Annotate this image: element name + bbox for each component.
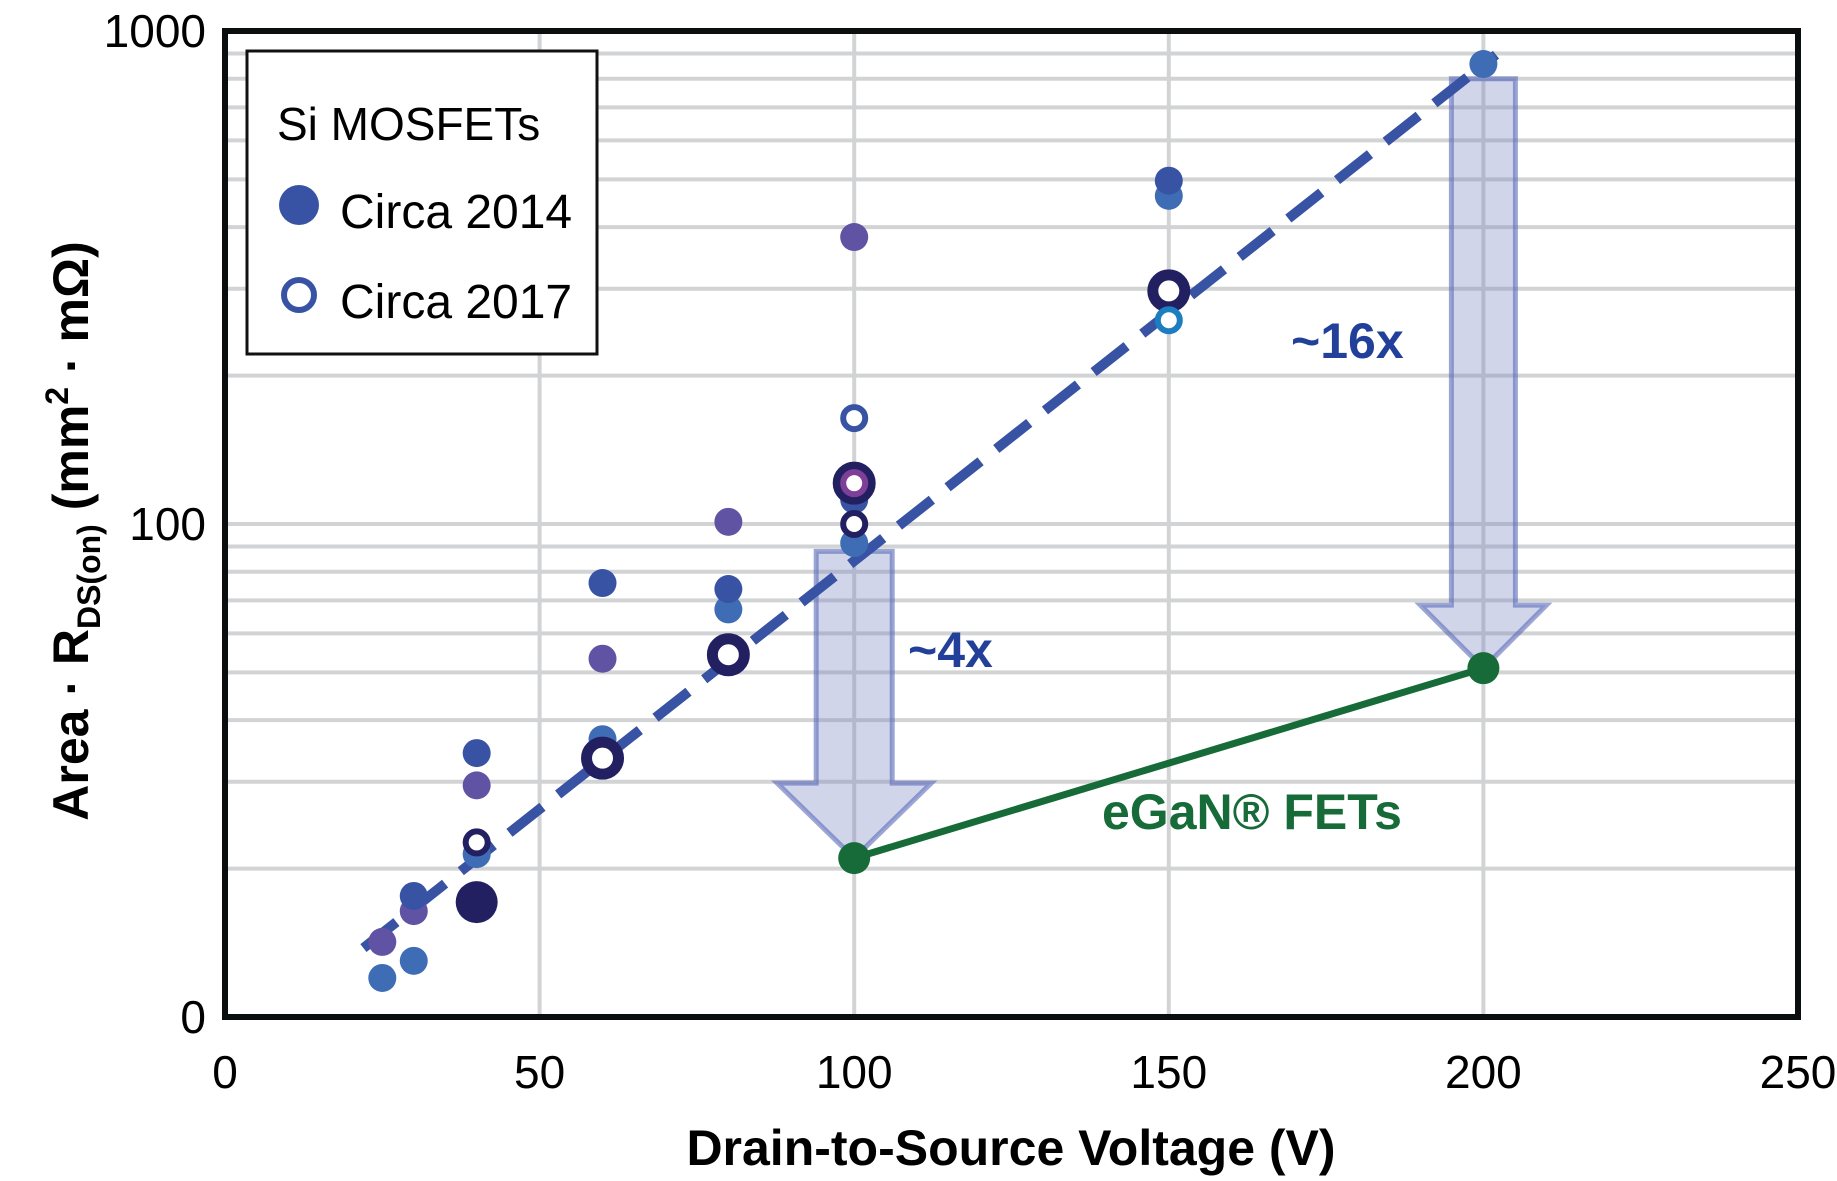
y-axis-title: Area · RDS(on) (mm2 · mΩ): [39, 241, 107, 821]
x-tick-label: 100: [816, 1046, 893, 1098]
data-point-2017: [840, 469, 869, 498]
x-tick-label: 200: [1445, 1046, 1522, 1098]
legend-open-circle-icon: [281, 277, 317, 313]
legend-filled-circle-icon: [279, 185, 319, 225]
annotation-4x: ~4x: [908, 622, 993, 678]
x-tick-label: 150: [1130, 1046, 1207, 1098]
plot-frame: [222, 28, 1801, 1020]
y-axis-title-prefix: Area · R: [43, 629, 99, 821]
data-point-2017: [1147, 269, 1191, 313]
data-point-2014: [399, 946, 428, 975]
egan-line: [853, 664, 1485, 862]
egan-data-point: [838, 842, 871, 875]
y-axis-title-unit-close: · mΩ): [43, 241, 99, 387]
data-point-2014: [714, 595, 743, 624]
annotation-16x: ~16x: [1291, 313, 1404, 369]
y-ticks: 0 100 1000: [104, 5, 206, 1043]
x-tick-label: 50: [514, 1046, 565, 1098]
y-tick-label: 100: [129, 498, 206, 550]
data-point-2014: [462, 771, 491, 800]
data-point-2014: [399, 881, 428, 910]
data-points: [368, 50, 1498, 992]
y-tick-label: 1000: [104, 5, 206, 57]
data-point-2014: [368, 927, 397, 956]
data-point-2014: [588, 644, 617, 673]
data-point-2014: [588, 569, 617, 598]
data-point-2017: [706, 633, 750, 677]
annotation-egan-label: eGaN® FETs: [1102, 784, 1402, 840]
data-point-2014: [455, 881, 498, 924]
reduction-arrows: [771, 76, 1553, 862]
legend-title: Si MOSFETs: [277, 98, 540, 150]
y-axis-title-subscript: DS(on): [71, 524, 107, 629]
data-point-2014: [1469, 50, 1498, 79]
legend-label-2014: Circa 2014: [340, 186, 572, 239]
data-point-2017: [1154, 306, 1183, 335]
data-point-2014: [714, 507, 743, 536]
x-axis-title: Drain-to-Source Voltage (V): [686, 1120, 1335, 1176]
data-point-2017: [840, 510, 869, 538]
egan-series: [838, 652, 1500, 875]
data-point-2014: [840, 223, 869, 252]
data-point-2017: [581, 736, 625, 780]
trend-line-layer: [360, 50, 1500, 952]
x-tick-label: 250: [1760, 1046, 1837, 1098]
y-axis-title-unit-open: (mm: [43, 405, 99, 524]
data-point-2017: [840, 404, 869, 433]
egan-data-point: [1467, 652, 1500, 685]
data-point-2017: [462, 828, 491, 857]
data-point-2014: [1154, 166, 1183, 195]
x-ticks: 0 50 100 150 200 250: [212, 1046, 1836, 1098]
arrow-4x: [771, 548, 938, 862]
data-point-2014: [714, 575, 743, 604]
legend: Si MOSFETs Circa 2014 Circa 2017: [245, 49, 599, 356]
trend-line: [360, 50, 1500, 952]
y-axis-title-superscript: 2: [39, 387, 75, 405]
arrow-16x: [1414, 76, 1553, 672]
data-point-2014: [368, 963, 397, 992]
legend-label-2017: Circa 2017: [340, 276, 572, 329]
x-tick-label: 0: [212, 1046, 238, 1098]
data-point-2014: [462, 739, 491, 768]
y-tick-label: 0: [180, 991, 206, 1043]
